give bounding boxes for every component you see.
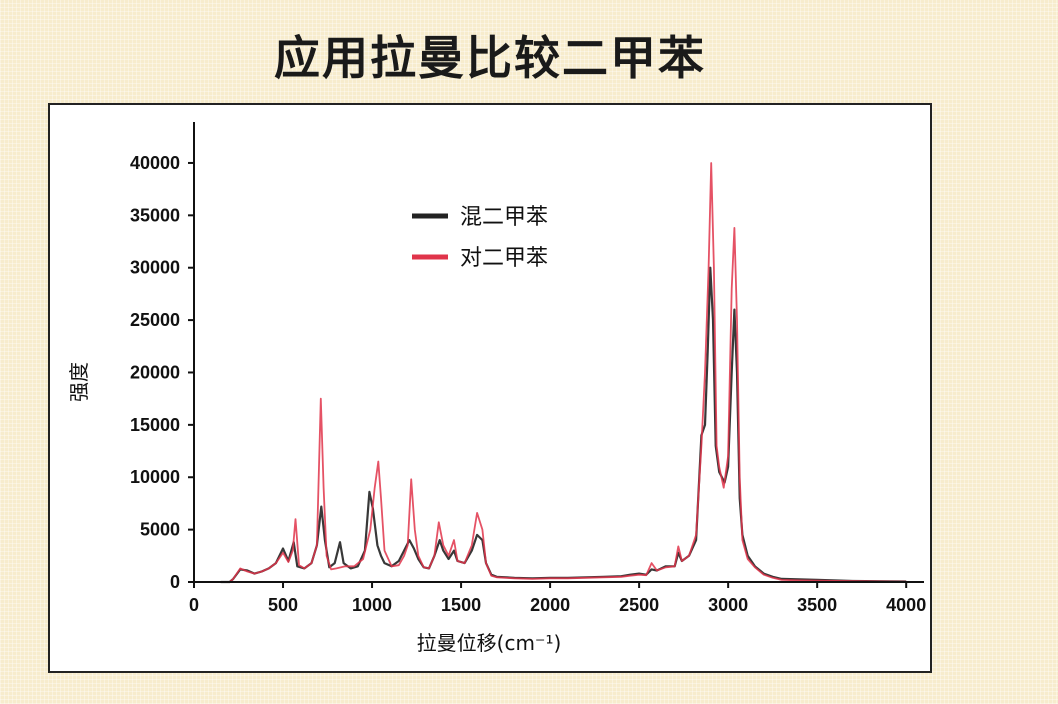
x-tick-label: 2000	[530, 595, 570, 615]
legend-label-1: 混二甲苯	[460, 205, 548, 230]
series-line-1	[220, 266, 907, 584]
x-tick-label: 1500	[441, 595, 481, 615]
y-axis-title: 强度	[67, 362, 91, 402]
x-tick-label: 1000	[352, 595, 392, 615]
x-tick-label: 3000	[708, 595, 748, 615]
raman-chart: 0500010000150002000025000300003500040000…	[67, 122, 926, 655]
y-tick-label: 15000	[130, 415, 180, 435]
y-tick-label: 35000	[130, 205, 180, 225]
chart-panel: 0 5000 10000 15000 20000 25000 30000 35000 40000…	[48, 103, 932, 673]
y-tick-label: 40000	[130, 153, 180, 173]
x-tick-label: 2500	[619, 595, 659, 615]
y-tick-label: 30000	[130, 258, 180, 278]
series-line-2	[220, 162, 907, 583]
y-tick-label: 25000	[130, 310, 180, 330]
x-tick-label: 3500	[797, 595, 837, 615]
y-tick-label: 10000	[130, 467, 180, 487]
y-tick-label: 5000	[140, 520, 180, 540]
x-tick-label: 0	[189, 595, 199, 615]
x-axis-title: 拉曼位移(cm⁻¹)	[417, 631, 562, 655]
y-tick-label: 20000	[130, 362, 180, 382]
page-title: 应用拉曼比较二甲苯	[274, 31, 706, 85]
x-tick-label: 500	[268, 595, 298, 615]
x-tick-label: 4000	[886, 595, 926, 615]
legend-label-2: 对二甲苯	[460, 246, 548, 271]
y-tick-label: 0	[170, 572, 180, 592]
